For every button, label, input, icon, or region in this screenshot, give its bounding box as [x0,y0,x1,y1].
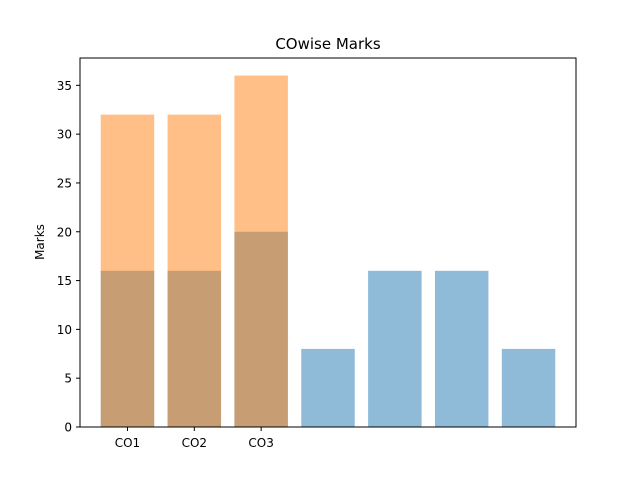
y-axis-label: Marks [33,224,47,260]
y-tick-label: 0 [64,421,72,435]
y-tick-label: 35 [57,79,72,93]
bar-series2-1 [100,114,155,427]
bar-series1-4 [301,348,355,427]
y-tick-label: 15 [57,274,72,288]
bar-series2-2 [167,114,222,427]
x-tick-label: CO2 [182,436,207,450]
x-tick-label: CO3 [248,436,273,450]
bar-series1-5 [368,270,422,427]
bar-series2-3 [234,75,288,428]
y-tick-label: 10 [57,323,72,337]
ticks-layer: 0 5 10 15 20 25 30 35 CO1 CO2 CO3 [57,79,274,450]
bar-series1-7 [501,348,556,427]
plot-frame [79,57,577,428]
x-tick-label: CO1 [115,436,140,450]
y-tick-label: 20 [57,225,72,239]
y-tick-label: 25 [57,176,72,190]
bar-series1-6 [434,270,489,427]
y-tick-label: 30 [57,128,72,142]
bars-layer [100,75,556,428]
y-tick-label: 5 [64,372,72,386]
chart-title: COwise Marks [275,35,381,53]
